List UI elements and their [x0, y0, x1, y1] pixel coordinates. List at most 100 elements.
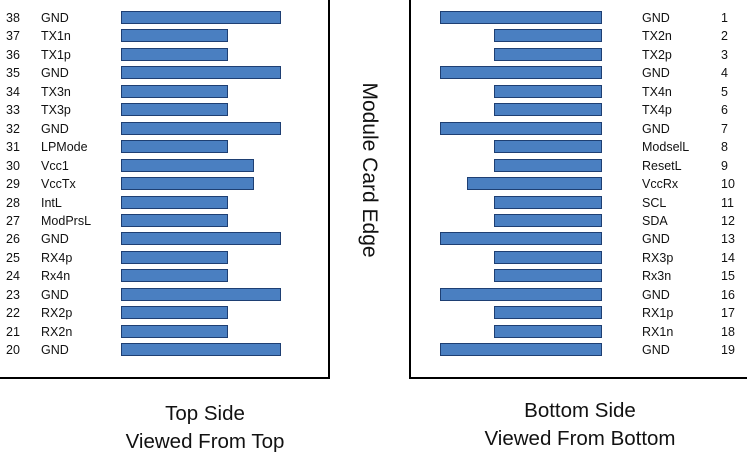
pin-row: 29 VccTx — [0, 175, 328, 193]
pin-row: 36 TX1p — [0, 46, 328, 64]
pin-row: 26 GND — [0, 230, 328, 248]
pin-row: 30 Vcc1 — [0, 157, 328, 175]
signal-name: IntL — [41, 195, 62, 210]
pin-row: 10 VccRx — [411, 175, 747, 193]
contact-pad-long — [440, 343, 602, 357]
pin-row: 17 RX1p — [411, 304, 747, 322]
contact-pad-short — [494, 269, 602, 283]
signal-name: GND — [41, 11, 69, 25]
signal-name: SCL — [642, 195, 667, 210]
contact-pad-long — [121, 287, 281, 301]
pin-number: 28 — [6, 195, 20, 210]
signal-name: TX2n — [642, 29, 672, 44]
pin-row: 22 RX2p — [0, 304, 328, 322]
pin-row: 14 RX3p — [411, 249, 747, 267]
pin-row: 6 TX4p — [411, 101, 747, 119]
top-side-caption: Top Side Viewed From Top — [80, 400, 330, 456]
signal-name: TX3n — [41, 84, 71, 99]
signal-name: VccRx — [642, 177, 679, 192]
pin-number: 25 — [6, 250, 20, 265]
pin-number: 26 — [6, 232, 20, 247]
contact-pad-short — [494, 250, 602, 264]
pin-number: 1 — [721, 11, 728, 25]
pin-number: 29 — [6, 177, 20, 192]
contact-pad-short — [121, 103, 228, 117]
pin-row: 28 IntL — [0, 194, 328, 212]
signal-name: GND — [642, 66, 670, 81]
pin-row: 33 TX3p — [0, 101, 328, 119]
contact-pad-short — [494, 324, 602, 338]
signal-name: ResetL — [642, 158, 682, 173]
signal-name: TX2p — [642, 47, 672, 62]
signal-name: GND — [642, 232, 670, 247]
signal-name: RX1n — [642, 324, 674, 339]
contact-pad-short — [121, 195, 228, 209]
pin-number: 8 — [721, 140, 728, 155]
pin-row: 32 GND — [0, 120, 328, 138]
pin-row: 20 GND — [0, 341, 328, 359]
pin-number: 33 — [6, 103, 20, 118]
contact-pad-short — [494, 213, 602, 227]
pin-row: 13 GND — [411, 230, 747, 248]
pin-row: 12 SDA — [411, 212, 747, 230]
pin-number: 34 — [6, 84, 20, 99]
contact-pad-short — [494, 140, 602, 154]
signal-name: GND — [642, 11, 670, 25]
bottom-side-caption-line1: Bottom Side — [524, 399, 636, 422]
signal-name: GND — [41, 121, 69, 136]
contact-pad-short — [494, 195, 602, 209]
pin-number: 27 — [6, 213, 20, 228]
contact-pad-short — [121, 269, 228, 283]
pin-row: 3 TX2p — [411, 46, 747, 64]
pin-number: 14 — [721, 250, 735, 265]
pin-row: 31 LPMode — [0, 138, 328, 156]
module-card-edge-text: Module Card Edge — [358, 82, 381, 258]
contact-pad-short — [121, 250, 228, 264]
pin-number: 17 — [721, 306, 735, 321]
contact-pad-long — [121, 66, 281, 80]
bottom-side-panel: 1 GND 2 TX2n 3 TX2p 4 GND 5 TX4n 6 TX4p 7 GND 8 ModselL… — [409, 0, 747, 379]
pin-row: 5 TX4n — [411, 83, 747, 101]
signal-name: Rx3n — [642, 269, 672, 284]
pin-row: 8 ModselL — [411, 138, 747, 156]
pin-number: 24 — [6, 269, 20, 284]
bottom-side-caption-line2: Viewed From Bottom — [484, 427, 676, 450]
contact-pad-short — [121, 306, 228, 320]
pin-number: 20 — [6, 343, 20, 358]
pin-number: 22 — [6, 306, 20, 321]
pin-number: 11 — [721, 195, 734, 210]
contact-pad-long — [440, 66, 602, 80]
pin-number: 16 — [721, 287, 735, 302]
contact-pad-short — [494, 29, 602, 43]
pin-number: 19 — [721, 343, 735, 358]
pin-number: 5 — [721, 84, 728, 99]
signal-name: TX1n — [41, 29, 71, 44]
signal-name: GND — [41, 343, 69, 358]
pin-number: 21 — [6, 324, 20, 339]
contact-pad-short — [121, 324, 228, 338]
pin-number: 32 — [6, 121, 20, 136]
pin-number: 10 — [721, 177, 735, 192]
signal-name: GND — [642, 121, 670, 136]
pin-row: 23 GND — [0, 286, 328, 304]
top-side-caption-line1: Top Side — [165, 402, 245, 425]
signal-name: GND — [41, 232, 69, 247]
pin-row: 15 Rx3n — [411, 267, 747, 285]
pin-row: 11 SCL — [411, 194, 747, 212]
signal-name: GND — [41, 66, 69, 81]
pin-row: 18 RX1n — [411, 323, 747, 341]
pin-number: 6 — [721, 103, 728, 118]
contact-pad-short — [121, 213, 228, 227]
pin-row: 37 TX1n — [0, 27, 328, 45]
contact-pad-long — [440, 121, 602, 135]
contact-pad-short — [494, 47, 602, 61]
pin-row: 2 TX2n — [411, 27, 747, 45]
pin-row: 34 TX3n — [0, 83, 328, 101]
contact-pad-long — [440, 11, 602, 24]
pin-row: 21 RX2n — [0, 323, 328, 341]
pin-number: 18 — [721, 324, 735, 339]
contact-pad-long — [121, 11, 281, 24]
pin-number: 35 — [6, 66, 20, 81]
contact-pad-short — [494, 306, 602, 320]
signal-name: TX4p — [642, 103, 672, 118]
